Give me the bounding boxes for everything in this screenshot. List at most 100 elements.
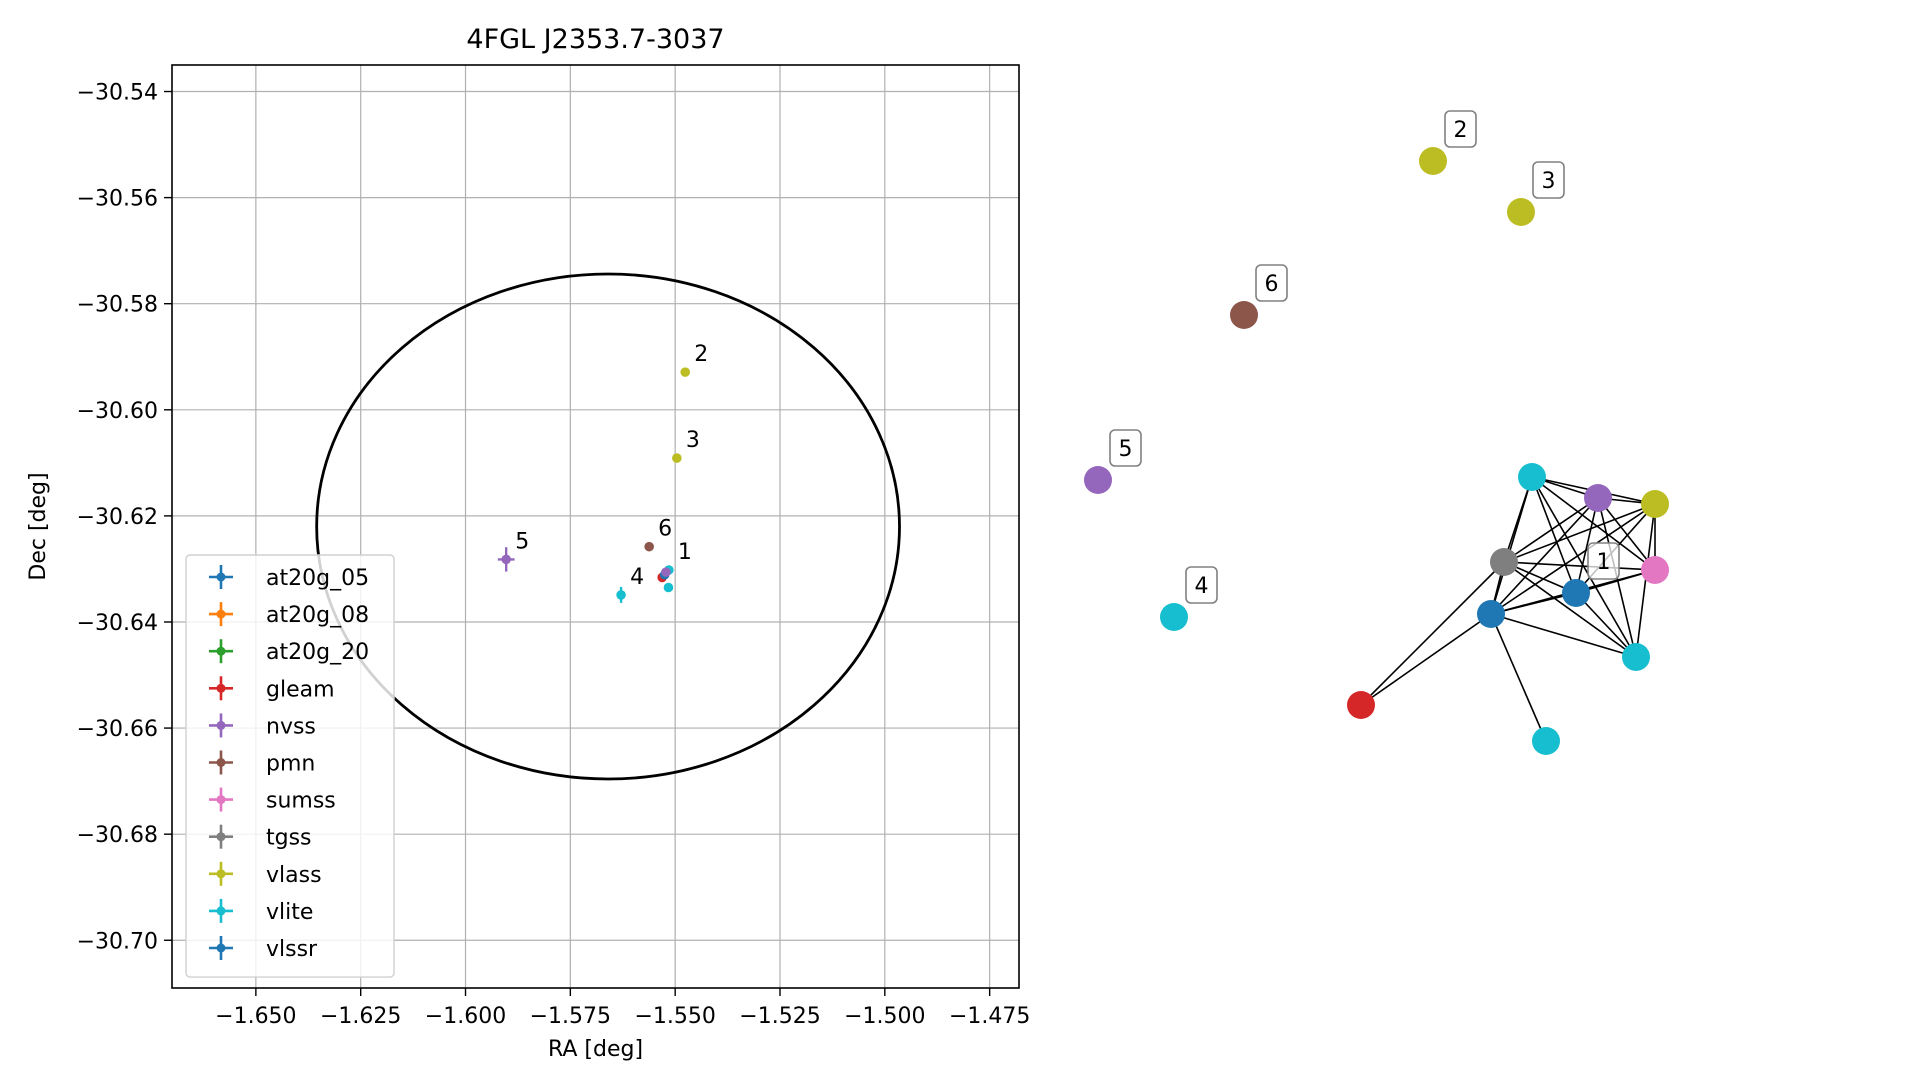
network-node: 1 bbox=[1562, 542, 1620, 607]
legend-label: pmn bbox=[266, 752, 315, 777]
data-points: 2 3 6 5 4 1 bbox=[497, 342, 708, 603]
network-node: 4 bbox=[1160, 566, 1218, 631]
node-marker bbox=[1518, 463, 1546, 491]
node-marker bbox=[1622, 643, 1650, 671]
legend-entry: vlass bbox=[209, 861, 322, 888]
network-edge bbox=[1503, 497, 1599, 563]
node-marker bbox=[1477, 600, 1505, 628]
node-label: 2 bbox=[1454, 118, 1468, 143]
point-label: 5 bbox=[515, 529, 529, 554]
x-tick-label: −1.600 bbox=[425, 1004, 506, 1029]
network-edge bbox=[1503, 503, 1656, 563]
legend-entry: nvss bbox=[209, 713, 316, 739]
chart-title: 4FGL J2353.7-3037 bbox=[466, 24, 724, 55]
y-tick-label: −30.70 bbox=[77, 929, 158, 954]
y-tick-label: −30.66 bbox=[77, 717, 158, 742]
x-tick-label: −1.650 bbox=[215, 1004, 296, 1029]
network-edge bbox=[1597, 497, 1656, 571]
node-label-box bbox=[1532, 161, 1565, 199]
legend-marker-dot bbox=[216, 832, 226, 842]
x-tick-label: −1.500 bbox=[844, 1004, 925, 1029]
legend-marker-dot bbox=[216, 720, 226, 730]
legend-label: nvss bbox=[266, 714, 316, 739]
network-node: 6 bbox=[1230, 264, 1288, 329]
node-marker bbox=[1419, 147, 1447, 175]
legend-marker-dot bbox=[216, 683, 226, 693]
data-point: 2 bbox=[680, 342, 708, 377]
legend-label: tgss bbox=[266, 826, 312, 851]
legend-entry: tgss bbox=[209, 824, 312, 851]
x-tick-label: −1.475 bbox=[949, 1004, 1030, 1029]
legend-marker-dot bbox=[216, 795, 226, 805]
y-tick-label: −30.62 bbox=[77, 505, 158, 530]
x-tick-label: −1.575 bbox=[530, 1004, 611, 1029]
plot-frame bbox=[171, 64, 1020, 989]
legend-entry: vlssr bbox=[209, 936, 318, 962]
legend-entry: at20g_20 bbox=[209, 639, 369, 665]
legend-label: vlass bbox=[266, 863, 322, 888]
uncertainty-ellipse-layer bbox=[315, 272, 901, 781]
network-edge bbox=[1503, 561, 1656, 571]
network-node bbox=[1518, 463, 1546, 491]
legend-marker-dot bbox=[216, 906, 226, 916]
network-edge bbox=[1531, 476, 1656, 571]
legend-label: at20g_20 bbox=[266, 640, 369, 665]
x-tick-label: −1.550 bbox=[634, 1004, 715, 1029]
node-label-box bbox=[1185, 566, 1218, 604]
legend-entry: pmn bbox=[209, 750, 315, 777]
point-label: 4 bbox=[630, 565, 644, 590]
data-point: 3 bbox=[672, 428, 700, 463]
network-node bbox=[1641, 490, 1669, 518]
legend-entry: vlite bbox=[209, 898, 313, 925]
legend-marker-dot bbox=[216, 646, 226, 656]
data-point bbox=[661, 567, 671, 577]
legend-label: vlite bbox=[266, 900, 313, 925]
network-edge bbox=[1575, 592, 1637, 658]
node-marker bbox=[1084, 466, 1112, 494]
node-label: 3 bbox=[1542, 169, 1556, 194]
point-label: 1 bbox=[678, 540, 692, 565]
network-node bbox=[1532, 727, 1560, 755]
network-node bbox=[1347, 691, 1375, 719]
network-edge bbox=[1490, 592, 1577, 615]
point-marker bbox=[616, 590, 626, 600]
node-label-box bbox=[1444, 110, 1477, 148]
node-marker bbox=[1160, 603, 1188, 631]
x-axis-label: RA [deg] bbox=[548, 1037, 643, 1062]
network-node bbox=[1584, 484, 1612, 512]
data-point: 5 bbox=[497, 529, 529, 572]
node-marker bbox=[1641, 490, 1669, 518]
point-marker bbox=[644, 541, 654, 552]
network-node: 5 bbox=[1084, 429, 1142, 494]
node-label: 6 bbox=[1265, 272, 1279, 297]
node-marker bbox=[1562, 579, 1590, 607]
node-marker bbox=[1641, 556, 1669, 584]
legend-entry: at20g_08 bbox=[209, 602, 369, 628]
node-label: 4 bbox=[1195, 574, 1209, 599]
network-nodes: 2 3 6 5 4 1 bbox=[1084, 110, 1669, 755]
point-marker bbox=[672, 453, 682, 463]
node-marker bbox=[1584, 484, 1612, 512]
network-edge bbox=[1360, 613, 1492, 706]
node-marker bbox=[1230, 301, 1258, 329]
network-edge bbox=[1635, 503, 1656, 658]
node-label: 1 bbox=[1597, 550, 1611, 575]
y-axis-label: Dec [deg] bbox=[26, 472, 51, 580]
legend-label: gleam bbox=[266, 677, 335, 702]
x-tick-label: −1.525 bbox=[739, 1004, 820, 1029]
network-edge bbox=[1490, 476, 1533, 615]
y-tick-label: −30.54 bbox=[77, 81, 158, 106]
legend-label: at20g_08 bbox=[266, 603, 369, 628]
data-point: 4 bbox=[616, 565, 644, 603]
node-marker bbox=[1507, 198, 1535, 226]
node-label: 5 bbox=[1119, 437, 1133, 462]
network-edge bbox=[1490, 503, 1656, 615]
point-label: 3 bbox=[686, 428, 700, 453]
network-node bbox=[1641, 556, 1669, 584]
legend-entry: sumss bbox=[209, 787, 336, 814]
network-edges bbox=[1360, 476, 1656, 742]
y-tick-label: −30.68 bbox=[77, 823, 158, 848]
y-tick-label: −30.58 bbox=[77, 293, 158, 318]
